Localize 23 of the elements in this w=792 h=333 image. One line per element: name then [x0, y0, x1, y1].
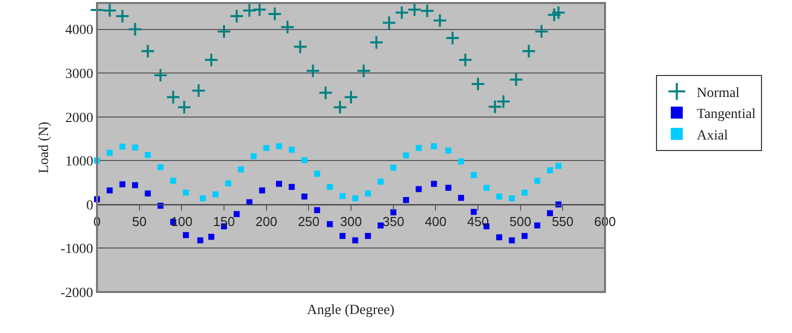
y-tick-label: 2000: [65, 110, 94, 126]
y-tick-label: 1000: [65, 154, 94, 170]
y-tick-label: -2000: [60, 286, 94, 301]
x-tick-label: 400: [424, 214, 447, 230]
y-tick-label: 0: [86, 198, 94, 214]
y-tick-label: 4000: [65, 23, 94, 38]
x-tick-label: 50: [132, 214, 147, 230]
x-tick-label: 350: [382, 214, 404, 230]
x-tick-label: 550: [552, 214, 574, 230]
x-tick-label: 450: [467, 214, 489, 230]
legend-label: Tangential: [696, 107, 756, 122]
x-tick-label: 250: [298, 214, 320, 230]
y-axis-title: Load (N): [37, 121, 52, 174]
x-axis-title: Angle (Degree): [307, 303, 395, 318]
x-tick-label: 200: [255, 214, 278, 230]
x-tick-label: 150: [213, 214, 235, 230]
y-tick-label: 3000: [65, 66, 94, 82]
legend-label: Normal: [696, 86, 740, 101]
x-tick-label: 500: [509, 214, 532, 230]
x-tick-label: 300: [340, 214, 362, 230]
legend-label: Axial: [696, 128, 728, 144]
x-tick-label: 100: [170, 214, 193, 230]
y-tick-label: -1000: [60, 242, 94, 258]
